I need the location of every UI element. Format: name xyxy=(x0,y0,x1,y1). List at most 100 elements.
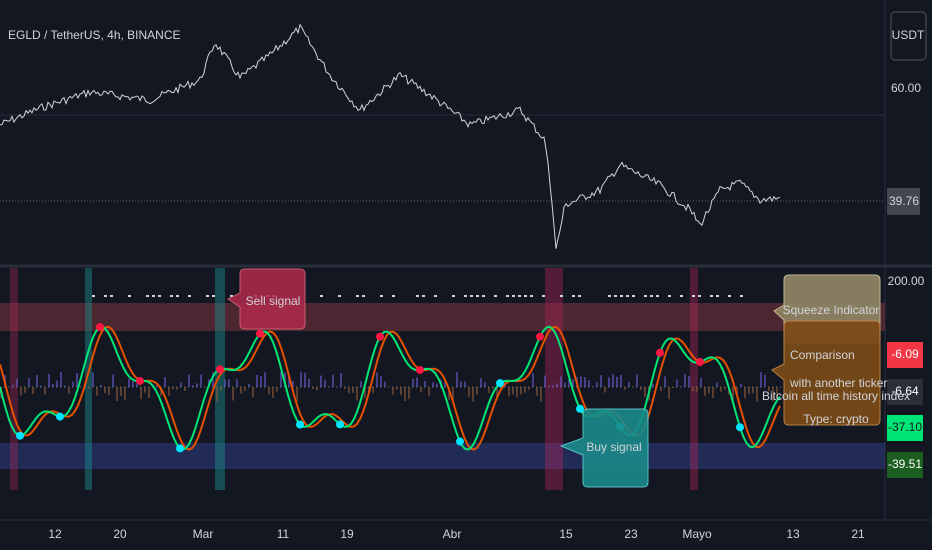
squeeze-dot xyxy=(338,295,341,297)
squeeze-callout-text: Squeeze Indicator xyxy=(783,303,880,317)
histogram-bar xyxy=(492,387,494,389)
histogram-bar xyxy=(324,379,326,387)
time-axis-label: 19 xyxy=(340,527,354,541)
histogram-bar xyxy=(288,377,290,387)
histogram-bar xyxy=(696,387,698,392)
histogram-bar xyxy=(672,387,674,388)
histogram-bar xyxy=(660,387,662,391)
histogram-bar xyxy=(708,387,710,394)
squeeze-dot xyxy=(170,295,173,297)
histogram-bar xyxy=(408,387,410,399)
histogram-bar xyxy=(36,375,38,387)
histogram-bar xyxy=(32,387,34,394)
squeeze-dot xyxy=(104,295,107,297)
histogram-bar xyxy=(424,380,426,387)
histogram-bar xyxy=(192,385,194,387)
signal-dot xyxy=(496,379,504,388)
squeeze-dot xyxy=(626,295,629,297)
squeeze-dot xyxy=(230,295,233,297)
histogram-bar xyxy=(608,377,610,387)
squeeze-dot xyxy=(692,295,695,297)
histogram-bar xyxy=(568,379,570,387)
signal-dot xyxy=(376,332,384,341)
comparison-type: Type: crypto xyxy=(803,412,869,426)
histogram-bar xyxy=(620,374,622,387)
histogram-bar xyxy=(556,383,558,387)
histogram-bar xyxy=(520,387,522,395)
histogram-bar xyxy=(472,387,474,402)
histogram-bar xyxy=(108,387,110,395)
squeeze-dot xyxy=(608,295,611,297)
squeeze-dot xyxy=(728,295,731,297)
histogram-bar xyxy=(216,387,218,402)
currency-button[interactable] xyxy=(890,11,927,61)
histogram-bar xyxy=(144,387,146,393)
signal-dot xyxy=(656,348,664,357)
histogram-bar xyxy=(356,387,358,401)
signal-dot xyxy=(576,404,584,413)
signal-dot xyxy=(256,329,264,338)
squeeze-dot xyxy=(620,295,623,297)
value-badge-label: -37.10 xyxy=(888,420,922,434)
squeeze-dot xyxy=(146,295,149,297)
histogram-bar xyxy=(232,387,234,401)
currency-label: USDT xyxy=(892,28,925,42)
histogram-bar xyxy=(760,372,762,387)
histogram-bar xyxy=(380,375,382,387)
squeeze-dot xyxy=(506,295,509,297)
histogram-bar xyxy=(180,382,182,387)
histogram-bar xyxy=(528,387,530,390)
squeeze-dot xyxy=(614,295,617,297)
comparison-callout-text: with another ticker xyxy=(789,376,887,390)
histogram-bar xyxy=(252,387,254,398)
signal-dot xyxy=(336,420,344,429)
squeeze-dot xyxy=(362,295,365,297)
histogram-bar xyxy=(572,379,574,387)
histogram-bar xyxy=(768,387,770,392)
histogram-bar xyxy=(776,387,778,402)
comparison-callout xyxy=(771,320,881,426)
histogram-bar xyxy=(420,387,422,393)
histogram-bar xyxy=(432,382,434,387)
histogram-bar xyxy=(160,387,162,396)
histogram-bar xyxy=(372,387,374,394)
histogram-bar xyxy=(428,387,430,396)
time-axis-label: 21 xyxy=(851,527,865,541)
histogram-bar xyxy=(128,378,130,387)
histogram-bar xyxy=(484,382,486,387)
squeeze-dot xyxy=(698,295,701,297)
histogram-bar xyxy=(712,387,714,399)
comparison-callout-text: Comparison xyxy=(790,348,855,362)
histogram-bar xyxy=(692,387,694,392)
value-badges: -6.09 -6.64 -37.10 -39.51 xyxy=(887,342,923,478)
value-badge-label: -6.64 xyxy=(891,384,919,398)
squeeze-dot xyxy=(572,295,575,297)
squeeze-dot xyxy=(482,295,485,297)
histogram-bar xyxy=(396,387,398,390)
histogram-bar xyxy=(148,387,150,399)
histogram-bar xyxy=(344,387,346,389)
histogram-bar xyxy=(456,372,458,387)
histogram-bar xyxy=(328,386,330,387)
signal-stripe xyxy=(545,268,563,490)
histogram-bar xyxy=(268,387,270,395)
squeeze-dot xyxy=(422,295,425,297)
squeeze-dot xyxy=(158,295,161,297)
histogram-bar xyxy=(612,374,614,387)
histogram-bar xyxy=(384,381,386,387)
histogram-bar xyxy=(536,387,538,396)
signal-stripe xyxy=(215,268,225,490)
signal-stripe xyxy=(10,268,18,490)
histogram-bar xyxy=(188,374,190,387)
histogram-bar xyxy=(12,384,14,387)
histogram-bar xyxy=(508,387,510,397)
histogram-bar xyxy=(64,385,66,387)
histogram-bar xyxy=(468,387,470,397)
price-axis-label: 60.00 xyxy=(891,81,921,95)
histogram-bar xyxy=(300,372,302,387)
histogram-bar xyxy=(68,387,70,394)
squeeze-dot xyxy=(644,295,647,297)
histogram-bar xyxy=(412,378,414,387)
buy-callout-text: Buy signal xyxy=(586,440,641,454)
